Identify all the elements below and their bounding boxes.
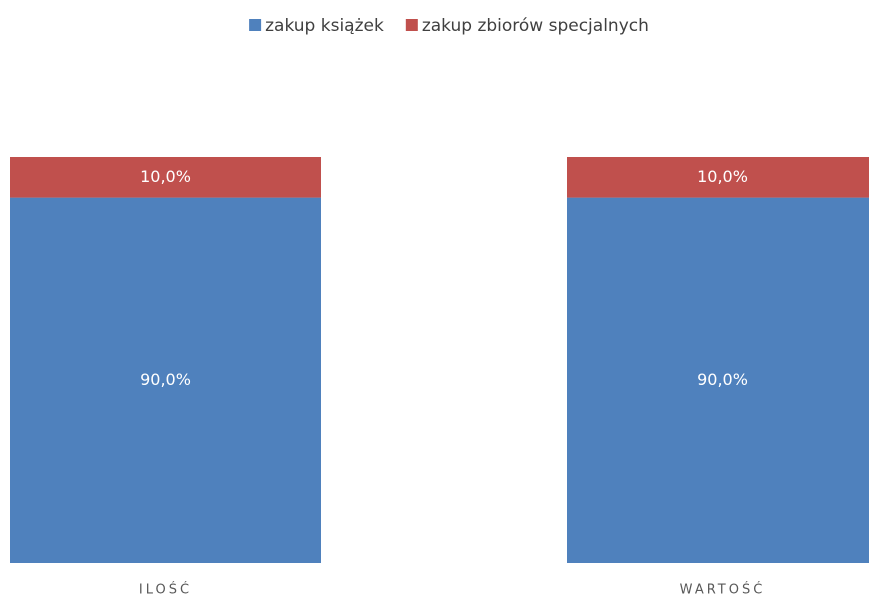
data-label: 90,0% <box>697 370 748 389</box>
bar-segment <box>10 197 321 563</box>
legend-swatch <box>249 19 262 31</box>
bar-segment <box>567 197 869 563</box>
x-tick-label: WARTOŚĆ <box>680 582 766 598</box>
bar-segment <box>567 157 869 198</box>
legend-label: zakup zbiorów specjalnych <box>422 16 649 36</box>
data-label: 90,0% <box>140 370 191 389</box>
legend-label: zakup książek <box>265 16 384 36</box>
x-tick-label: ILOŚĆ <box>139 582 192 598</box>
legend-swatch <box>405 19 418 31</box>
bar-segment <box>10 157 321 198</box>
data-label: 10,0% <box>697 167 748 186</box>
data-label: 10,0% <box>140 167 191 186</box>
legend: zakup książek zakup zbiorów specjalnych <box>249 16 649 36</box>
